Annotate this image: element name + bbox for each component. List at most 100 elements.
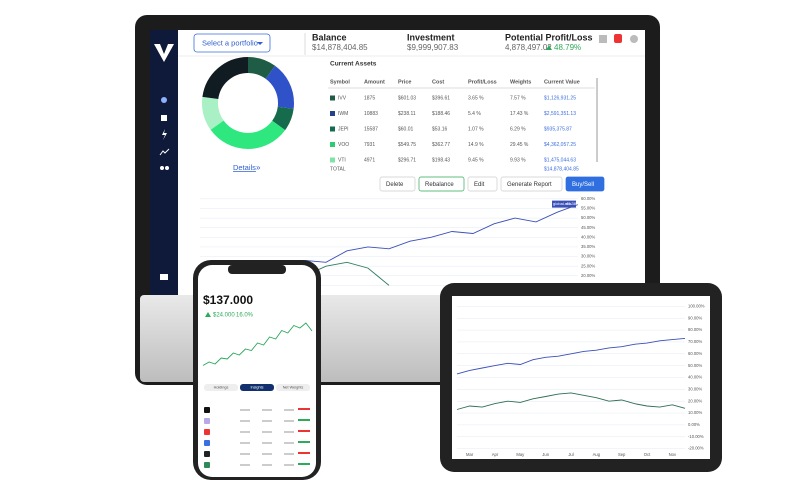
y-tick-label: 50.00%	[688, 363, 702, 368]
y-tick-label: 30.00%	[581, 254, 595, 259]
portfolio-select[interactable]	[193, 33, 271, 53]
holding-icon	[204, 429, 210, 435]
nav-icon[interactable]	[159, 148, 170, 156]
action-button-label: Delete	[386, 182, 404, 188]
action-button[interactable]	[500, 176, 563, 192]
table-cell: IVV	[338, 95, 347, 101]
nav-icon[interactable]	[161, 115, 167, 121]
portfolio-select-label: Select a portfolio	[202, 38, 258, 47]
symbol-swatch	[330, 126, 335, 132]
phone-tab-label: Net Weights	[283, 386, 304, 390]
table-cell: $1,475,044.63	[544, 157, 576, 163]
holding-cell	[262, 464, 272, 466]
holding-cell	[262, 453, 272, 455]
y-tick-label: 60.00%	[581, 196, 595, 201]
table-cell: 9.93 %	[510, 157, 526, 163]
nav-icon[interactable]	[165, 166, 169, 170]
phone-tab[interactable]	[240, 384, 274, 391]
x-tick-label: May	[516, 452, 525, 457]
phone-tab[interactable]	[204, 384, 238, 391]
holding-cell	[240, 453, 250, 455]
y-tick-label: 20.00%	[688, 398, 702, 403]
action-button-label: Edit	[474, 182, 485, 188]
y-tick-label: 20.00%	[581, 273, 595, 278]
phone-notch	[228, 265, 286, 274]
table-cell: $188.46	[432, 111, 450, 117]
details-link[interactable]: Details	[233, 163, 256, 172]
user-icon[interactable]	[630, 35, 638, 43]
table-cell: 1.07 %	[468, 126, 484, 132]
table-cell: 1875	[364, 95, 375, 101]
action-button-label: Generate Report	[507, 182, 552, 188]
holding-cell	[262, 409, 272, 411]
x-tick-label: Sep	[618, 452, 626, 457]
column-header: Profit/Loss	[468, 79, 497, 85]
holding-icon	[204, 407, 210, 413]
header-icon[interactable]	[599, 35, 607, 43]
holding-cell	[262, 431, 272, 433]
donut-segment	[202, 57, 294, 149]
x-tick-label: Oct	[644, 452, 651, 457]
table-cell: $549.75	[398, 142, 416, 148]
table-cell: 3.65 %	[468, 95, 484, 101]
series-line	[456, 337, 686, 375]
holding-icon	[204, 451, 210, 457]
holding-change	[298, 463, 310, 465]
series-line	[202, 322, 313, 366]
y-tick-label: 80.00%	[688, 327, 702, 332]
up-arrow	[546, 45, 552, 50]
nav-icon[interactable]	[161, 97, 167, 103]
holding-cell	[284, 420, 294, 422]
phone-tab-label: Holdings	[214, 386, 229, 390]
nav-icon[interactable]	[160, 166, 164, 170]
holding-change	[298, 408, 310, 410]
holding-cell	[284, 431, 294, 433]
dropdown-arrow	[257, 42, 263, 45]
action-button[interactable]	[379, 176, 416, 192]
table-cell: $1,126,931.25	[544, 95, 576, 101]
phone-holdings-list: Holdings Insights Net Weights	[202, 322, 313, 468]
x-tick-label: Apr	[492, 452, 499, 457]
table-cell: JEPI	[338, 126, 349, 132]
details-chevron: »	[256, 163, 261, 172]
donut-segment	[202, 57, 294, 149]
table-cell: 17.43 %	[510, 111, 529, 117]
table-cell: $935,375.87	[544, 126, 572, 132]
notification-icon[interactable]	[614, 34, 622, 43]
x-tick-label: Jun	[542, 452, 549, 457]
holding-icon	[204, 418, 210, 424]
nav-icon[interactable]	[162, 129, 167, 140]
holding-icon	[204, 462, 210, 468]
y-tick-label: 10.00%	[688, 410, 702, 415]
table-cell: VOO	[338, 142, 349, 148]
table-cell: VTI	[338, 157, 346, 163]
table-cell: $4,362,057.25	[544, 142, 576, 148]
phone-tab[interactable]	[276, 384, 310, 391]
column-header: Current Value	[544, 79, 580, 85]
phone-change-percent: 16.0%	[236, 313, 254, 319]
y-tick-label: -20.00%	[688, 446, 704, 451]
profit-loss-percent: 48.79%	[554, 43, 581, 52]
action-button-label: Rebalance	[425, 182, 454, 188]
holding-change	[298, 452, 310, 454]
table-cell: 14.9 %	[468, 142, 484, 148]
series-line	[456, 392, 686, 410]
y-tick-label: 70.00%	[688, 339, 702, 344]
action-button[interactable]	[565, 176, 605, 192]
action-button[interactable]	[418, 176, 465, 192]
y-tick-label: 50.00%	[581, 215, 595, 220]
holding-icon	[204, 440, 210, 446]
y-tick-label: 0.00%	[688, 422, 700, 427]
table-cell: IWM	[338, 111, 348, 117]
nav-icon[interactable]	[160, 274, 168, 280]
up-arrow	[205, 312, 211, 317]
table-cell: 5.4 %	[468, 111, 481, 117]
action-button[interactable]	[467, 176, 498, 192]
column-header: Price	[398, 79, 411, 85]
holding-cell	[240, 464, 250, 466]
holding-cell	[284, 409, 294, 411]
table-cell: 9.45 %	[468, 157, 484, 163]
y-tick-label: 40.00%	[688, 375, 702, 380]
table-cell: $296.71	[398, 157, 416, 163]
